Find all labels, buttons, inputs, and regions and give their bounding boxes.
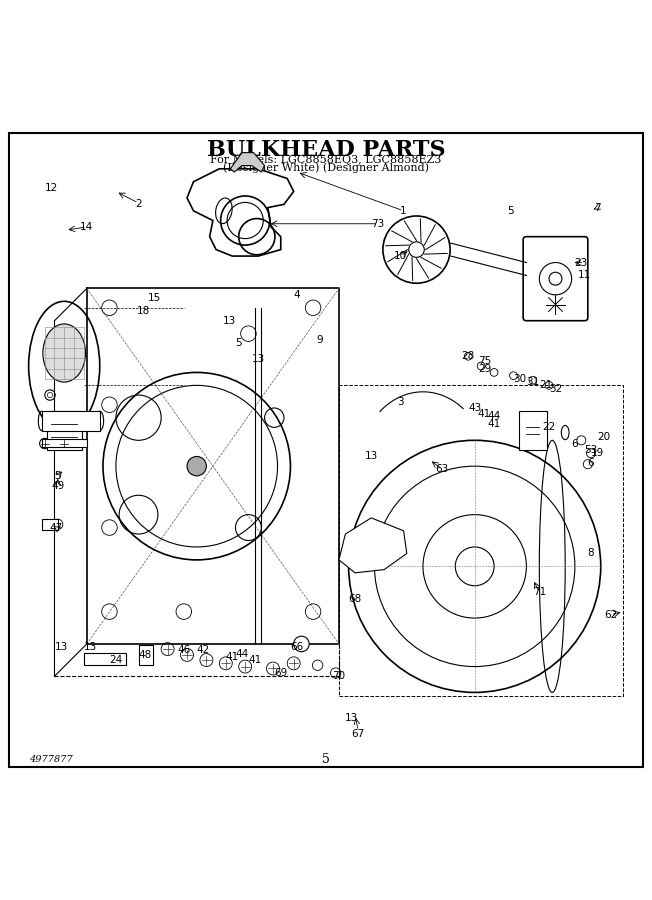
Bar bbox=[47, 411, 82, 450]
Text: 15: 15 bbox=[148, 293, 161, 303]
Text: 63: 63 bbox=[436, 464, 449, 474]
Text: 8: 8 bbox=[587, 548, 595, 558]
Text: 66: 66 bbox=[290, 643, 304, 652]
Text: 7: 7 bbox=[594, 202, 601, 212]
Text: 13: 13 bbox=[222, 316, 235, 326]
Text: (Designer White) (Designer Almond): (Designer White) (Designer Almond) bbox=[223, 163, 429, 174]
Text: 10: 10 bbox=[394, 251, 407, 261]
Text: 19: 19 bbox=[591, 448, 604, 458]
Circle shape bbox=[587, 449, 595, 458]
Circle shape bbox=[293, 636, 309, 652]
Ellipse shape bbox=[29, 302, 100, 430]
Text: 22: 22 bbox=[542, 422, 556, 432]
Circle shape bbox=[549, 272, 562, 285]
Text: 62: 62 bbox=[604, 610, 617, 620]
Circle shape bbox=[455, 547, 494, 586]
Text: 68: 68 bbox=[348, 594, 362, 604]
Text: 41: 41 bbox=[226, 652, 239, 662]
Text: 46: 46 bbox=[177, 645, 190, 655]
Text: 9: 9 bbox=[316, 335, 323, 345]
Text: 71: 71 bbox=[533, 587, 546, 598]
Text: 30: 30 bbox=[513, 374, 527, 384]
Bar bbox=[42, 439, 87, 446]
Polygon shape bbox=[339, 518, 407, 572]
Text: 2: 2 bbox=[135, 200, 142, 210]
Text: 67: 67 bbox=[351, 729, 365, 740]
Text: 75: 75 bbox=[478, 356, 491, 365]
Circle shape bbox=[187, 456, 207, 476]
Text: 28: 28 bbox=[462, 351, 475, 361]
Text: 44: 44 bbox=[235, 649, 248, 660]
Circle shape bbox=[45, 390, 55, 400]
Text: 48: 48 bbox=[138, 650, 152, 660]
Text: 13: 13 bbox=[252, 355, 265, 365]
Ellipse shape bbox=[43, 324, 85, 382]
Text: 23: 23 bbox=[574, 257, 588, 267]
Text: 29: 29 bbox=[478, 364, 491, 374]
Text: 31: 31 bbox=[526, 377, 539, 387]
Text: 5: 5 bbox=[322, 752, 330, 766]
Text: BULKHEAD PARTS: BULKHEAD PARTS bbox=[207, 139, 445, 161]
Text: 41: 41 bbox=[248, 655, 261, 665]
Bar bbox=[83, 653, 126, 664]
Text: 49: 49 bbox=[51, 481, 65, 491]
Text: 20: 20 bbox=[597, 432, 610, 442]
Text: 41: 41 bbox=[478, 410, 491, 419]
Text: 3: 3 bbox=[397, 397, 404, 407]
Text: 42: 42 bbox=[196, 645, 210, 655]
Text: 4977877: 4977877 bbox=[29, 754, 72, 763]
Text: 5: 5 bbox=[235, 338, 242, 348]
Text: 5: 5 bbox=[507, 206, 514, 216]
Text: 21: 21 bbox=[539, 381, 552, 391]
Text: 43: 43 bbox=[468, 403, 481, 413]
Text: 41: 41 bbox=[488, 419, 501, 429]
Text: 69: 69 bbox=[274, 668, 288, 678]
Text: 13: 13 bbox=[364, 452, 378, 462]
Circle shape bbox=[59, 438, 69, 449]
Polygon shape bbox=[187, 169, 293, 256]
Text: 70: 70 bbox=[333, 671, 346, 681]
Text: 18: 18 bbox=[137, 306, 151, 316]
Circle shape bbox=[40, 438, 50, 449]
Text: 12: 12 bbox=[44, 184, 58, 194]
Circle shape bbox=[577, 436, 586, 445]
FancyBboxPatch shape bbox=[523, 237, 588, 320]
Text: 11: 11 bbox=[578, 271, 591, 281]
Polygon shape bbox=[230, 153, 265, 172]
Text: 13: 13 bbox=[345, 714, 359, 724]
Text: 1: 1 bbox=[400, 206, 407, 216]
Circle shape bbox=[584, 460, 592, 469]
Text: 24: 24 bbox=[110, 655, 123, 665]
Text: 5: 5 bbox=[54, 471, 61, 481]
Text: 73: 73 bbox=[371, 219, 384, 229]
Text: 4: 4 bbox=[293, 290, 300, 300]
Bar bbox=[42, 411, 100, 430]
Bar bbox=[138, 645, 153, 664]
Text: 6: 6 bbox=[587, 458, 595, 468]
Text: 14: 14 bbox=[80, 222, 93, 232]
Bar bbox=[42, 518, 58, 530]
Text: 13: 13 bbox=[54, 643, 68, 652]
Text: 47: 47 bbox=[49, 523, 63, 533]
Text: 13: 13 bbox=[83, 643, 96, 652]
Text: 6: 6 bbox=[572, 438, 578, 448]
Text: 53: 53 bbox=[584, 445, 598, 455]
Bar bbox=[339, 385, 623, 696]
Bar bbox=[518, 411, 547, 450]
Text: 32: 32 bbox=[549, 383, 562, 393]
Text: For Models: LGC8858EQ3, LGC8858EZ3: For Models: LGC8858EQ3, LGC8858EZ3 bbox=[211, 156, 441, 166]
Text: 44: 44 bbox=[488, 410, 501, 420]
